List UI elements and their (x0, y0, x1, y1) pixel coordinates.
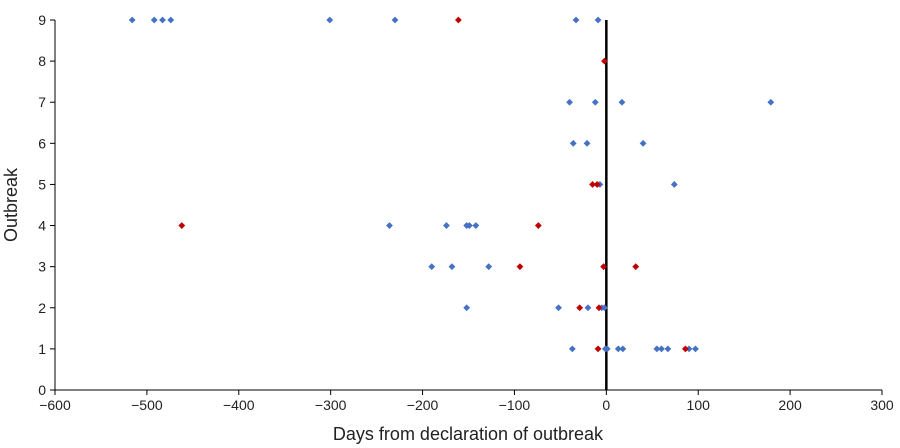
data-point (685, 345, 693, 353)
data-points (128, 16, 775, 353)
data-point (601, 304, 608, 312)
y-tick-label: 1 (38, 341, 46, 357)
data-point (150, 16, 158, 24)
y-tick-label: 3 (38, 259, 46, 275)
data-point (600, 263, 607, 271)
x-tick-label: 300 (870, 397, 894, 413)
data-point (555, 304, 562, 312)
x-tick-label: −400 (223, 397, 255, 413)
data-point (485, 263, 493, 271)
data-point (681, 345, 689, 353)
data-point (568, 345, 576, 353)
data-point (391, 16, 399, 24)
data-point (386, 222, 393, 229)
data-point (178, 222, 186, 229)
data-point (326, 16, 334, 24)
data-point (664, 345, 672, 353)
data-point (603, 345, 611, 353)
y-tick-label: 8 (38, 53, 46, 69)
x-tick-label: 0 (602, 397, 610, 413)
x-tick-label: −300 (315, 397, 347, 413)
data-point (593, 181, 601, 188)
x-tick-label: −200 (407, 397, 439, 413)
data-point (584, 304, 592, 312)
data-point (566, 98, 573, 106)
data-point (569, 139, 577, 147)
data-point (594, 345, 602, 353)
data-point (466, 222, 473, 229)
y-tick-label: 5 (38, 176, 46, 192)
data-point (534, 222, 542, 229)
data-point (595, 304, 603, 312)
data-point (614, 345, 622, 353)
tick-labels: −600 −500 −400 −300 −200 −100 0 100 200 300 0 1 2 3 4 5… (38, 12, 894, 413)
data-point (658, 345, 665, 353)
axes (50, 19, 883, 395)
x-tick-label: −500 (131, 397, 163, 413)
data-point (448, 263, 456, 271)
data-point (128, 16, 136, 24)
data-point (591, 98, 599, 106)
data-point (594, 16, 602, 24)
x-tick-label: −100 (499, 397, 531, 413)
data-point (692, 345, 699, 353)
y-tick-label: 6 (38, 135, 46, 151)
x-tick-label: −600 (39, 397, 71, 413)
y-tick-label: 0 (38, 382, 46, 398)
data-point (653, 345, 661, 353)
data-point (159, 16, 166, 24)
y-tick-label: 9 (38, 12, 46, 28)
data-point (632, 263, 640, 271)
data-point (601, 57, 608, 65)
data-point (583, 139, 591, 147)
data-point (167, 16, 175, 24)
data-point (463, 304, 471, 312)
data-point (454, 16, 462, 24)
data-point (576, 304, 584, 312)
y-tick-label: 4 (38, 218, 46, 234)
x-tick-label: 200 (778, 397, 802, 413)
data-point (472, 222, 480, 229)
x-tick-label: 100 (687, 397, 711, 413)
data-point (516, 263, 524, 271)
data-point (619, 345, 627, 353)
y-tick-label: 2 (38, 300, 46, 316)
data-point (589, 181, 596, 188)
data-point (572, 16, 580, 24)
y-tick-label: 7 (38, 94, 46, 110)
x-axis-title: Days from declaration of outbreak (333, 424, 604, 444)
data-point (618, 98, 626, 106)
y-axis-title: Outbreak (1, 167, 21, 242)
data-point (670, 181, 678, 188)
data-point (443, 222, 450, 229)
data-point (639, 139, 647, 147)
data-point (428, 263, 436, 271)
data-point (767, 98, 775, 106)
